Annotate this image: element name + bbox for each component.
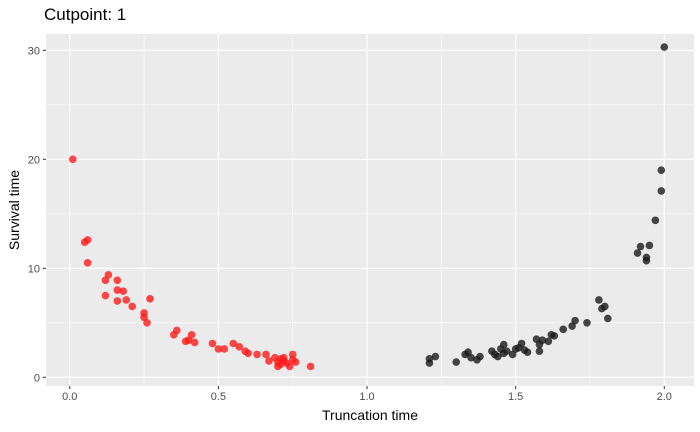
data-point-group-1 <box>68 155 77 164</box>
data-point-group-2 <box>476 352 484 361</box>
y-tick-labels: 0 10 20 30 <box>28 45 40 384</box>
data-point-group-1 <box>244 349 252 358</box>
data-point-group-2 <box>494 352 502 361</box>
y-tick-label: 30 <box>28 45 40 57</box>
data-point-group-2 <box>645 241 654 250</box>
data-point-group-1 <box>172 326 181 335</box>
data-point-group-2 <box>660 43 669 51</box>
data-point-group-1 <box>104 271 113 279</box>
data-point-group-1 <box>285 362 294 371</box>
x-tick-label: 0.0 <box>62 391 77 403</box>
data-point-group-1 <box>83 259 92 267</box>
data-point-group-2 <box>499 340 508 349</box>
data-point-group-2 <box>431 352 440 361</box>
data-point-group-1 <box>235 342 244 351</box>
data-point-group-1 <box>119 287 128 295</box>
data-points <box>68 43 669 371</box>
data-point-group-1 <box>113 286 122 294</box>
chart-title: Cutpoint: 1 <box>44 5 126 24</box>
data-point-group-2 <box>636 242 645 251</box>
data-point-group-2 <box>544 337 553 346</box>
data-point-group-1 <box>187 330 196 339</box>
data-point-group-1 <box>83 236 92 244</box>
data-point-group-2 <box>571 316 579 325</box>
data-point-group-1 <box>288 350 297 359</box>
grid-minor <box>46 34 694 386</box>
data-point-group-2 <box>657 166 666 175</box>
data-point-group-2 <box>559 325 568 334</box>
grid-major <box>46 34 694 386</box>
data-point-group-2 <box>467 353 475 362</box>
data-point-group-2 <box>502 347 511 355</box>
data-point-group-1 <box>128 302 137 311</box>
data-point-group-2 <box>603 314 612 323</box>
data-point-group-2 <box>523 348 532 357</box>
data-point-group-1 <box>229 339 238 348</box>
data-point-group-1 <box>143 318 151 327</box>
data-point-group-1 <box>262 350 270 359</box>
data-point-group-2 <box>595 296 603 304</box>
data-point-group-1 <box>146 295 154 303</box>
data-point-group-1 <box>291 358 300 366</box>
y-tick-label: 20 <box>28 154 40 166</box>
data-point-group-2 <box>657 187 666 195</box>
plot-panel <box>46 34 694 386</box>
data-point-group-2 <box>651 216 660 225</box>
x-axis-title: Truncation time <box>322 407 418 423</box>
x-tick-label: 1.5 <box>508 391 523 403</box>
y-axis-title: Survival time <box>6 170 22 250</box>
data-point-group-1 <box>306 362 315 371</box>
data-point-group-2 <box>517 339 526 348</box>
y-tick-label: 0 <box>34 372 40 384</box>
data-point-group-2 <box>538 336 547 345</box>
data-point-group-1 <box>208 339 217 348</box>
data-point-group-2 <box>583 318 591 327</box>
axis-ticks <box>43 49 665 389</box>
data-point-group-2 <box>601 302 609 311</box>
data-point-group-2 <box>642 253 651 262</box>
data-point-group-2 <box>425 359 434 367</box>
data-point-group-2 <box>550 332 559 340</box>
data-point-group-1 <box>253 350 261 359</box>
data-point-group-1 <box>113 276 122 285</box>
data-point-group-1 <box>214 345 223 353</box>
data-point-group-1 <box>113 297 122 305</box>
x-tick-label: 0.5 <box>211 391 226 403</box>
data-point-group-1 <box>265 357 273 365</box>
x-tick-label: 1.0 <box>359 391 374 403</box>
data-point-group-2 <box>633 249 642 257</box>
data-point-group-2 <box>452 358 461 366</box>
x-tick-labels: 0.0 0.5 1.0 1.5 2.0 <box>62 391 672 403</box>
data-point-group-2 <box>535 347 544 355</box>
data-point-group-1 <box>220 345 229 353</box>
data-point-group-1 <box>190 338 199 347</box>
data-point-group-1 <box>122 296 131 304</box>
x-tick-label: 2.0 <box>657 391 672 403</box>
y-tick-label: 10 <box>28 263 40 275</box>
data-point-group-1 <box>101 291 110 300</box>
